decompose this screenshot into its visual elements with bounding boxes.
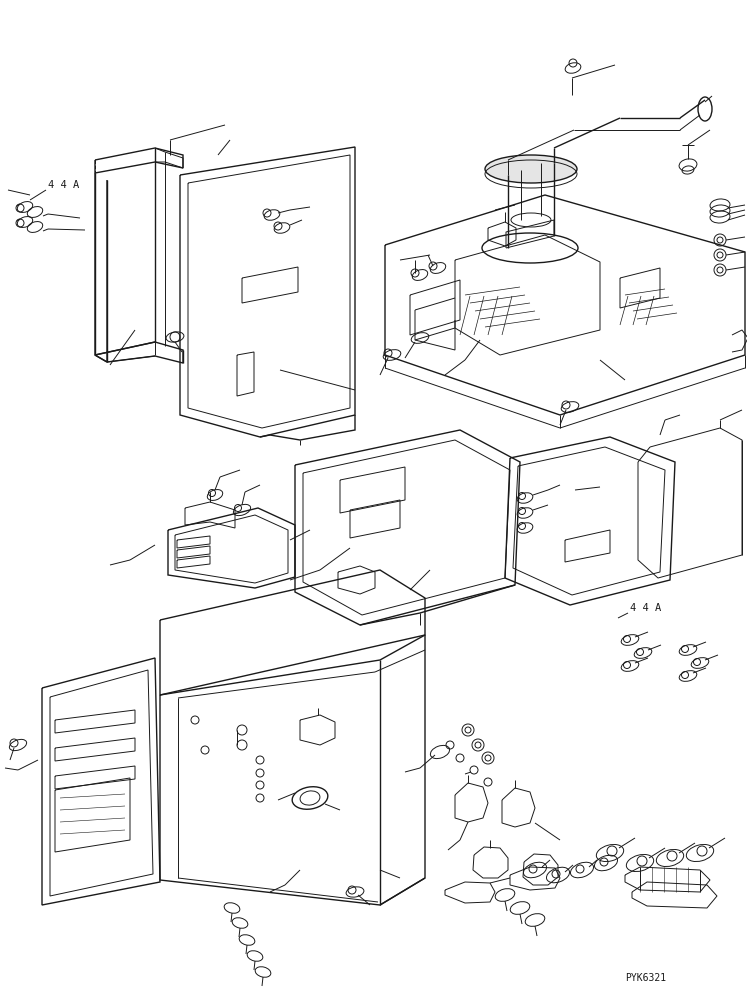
Ellipse shape: [485, 155, 577, 183]
Text: 4 4 A: 4 4 A: [630, 603, 661, 613]
Text: 4 4 A: 4 4 A: [48, 180, 79, 190]
Text: PYK6321: PYK6321: [625, 973, 666, 983]
